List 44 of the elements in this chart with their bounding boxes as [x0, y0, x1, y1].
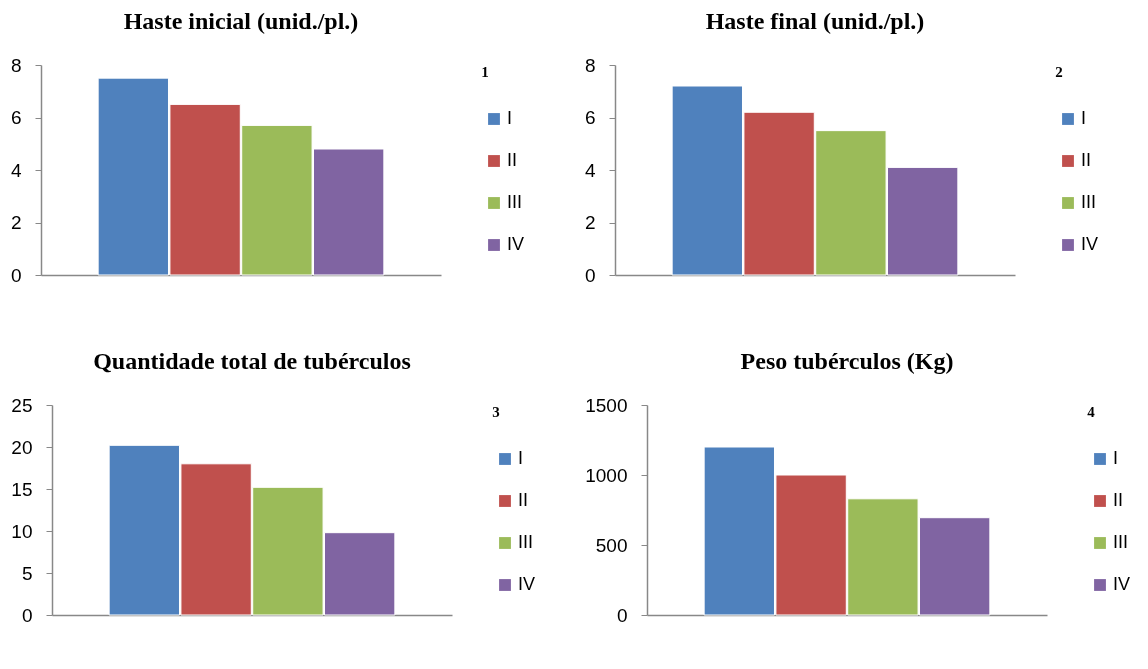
y-tick-label: 1000: [585, 464, 628, 486]
y-tick-label: 20: [11, 436, 33, 458]
legend-label: IV: [518, 574, 536, 594]
legend-label: I: [507, 108, 513, 128]
y-tick-label: 6: [10, 107, 22, 128]
legend-label: II: [1081, 150, 1092, 170]
y-tick-label: 0: [616, 604, 628, 626]
legend-label: IV: [1113, 574, 1131, 594]
y-tick-label: 6: [584, 107, 596, 128]
y-tick-label: 15: [11, 478, 33, 500]
y-tick-label: 4: [584, 159, 596, 181]
y-tick-label: 2: [584, 212, 596, 233]
chart-title: Haste inicial (unid./pl.): [123, 8, 359, 34]
chart-title: Peso tubérculos (Kg): [740, 348, 954, 374]
legend-label: III: [507, 192, 523, 212]
legend-label: I: [1113, 448, 1119, 468]
legend-label: I: [1081, 108, 1087, 128]
legend-label: III: [1113, 532, 1129, 552]
y-tick-label: 4: [10, 159, 22, 181]
legend-label: IV: [1081, 234, 1099, 254]
y-tick-label: 8: [10, 54, 22, 76]
y-tick-label: 25: [11, 394, 33, 416]
legend-label: II: [507, 150, 518, 170]
legend-label: III: [518, 532, 534, 552]
text: 2: [1055, 64, 1063, 80]
y-tick-label: 10: [11, 520, 33, 542]
y-tick-label: 0: [21, 604, 33, 626]
chart-title: Quantidade total de tubérculos: [93, 348, 411, 374]
y-tick-label: 1500: [585, 394, 628, 416]
y-tick-label: 0: [584, 264, 596, 286]
text: 1: [481, 64, 489, 80]
y-tick-label: 2: [10, 212, 22, 233]
legend-label: III: [1081, 192, 1097, 212]
text: 3: [492, 404, 500, 420]
legend-label: IV: [507, 234, 525, 254]
legend-label: I: [518, 448, 524, 468]
text: 4: [1087, 404, 1096, 420]
chart-title: Haste final (unid./pl.): [705, 8, 925, 34]
y-tick-label: 8: [584, 54, 596, 76]
y-tick-label: 5: [21, 562, 33, 584]
y-tick-label: 500: [595, 534, 628, 556]
y-tick-label: 0: [10, 264, 22, 286]
legend-label: II: [1113, 490, 1124, 510]
legend-label: II: [518, 490, 529, 510]
